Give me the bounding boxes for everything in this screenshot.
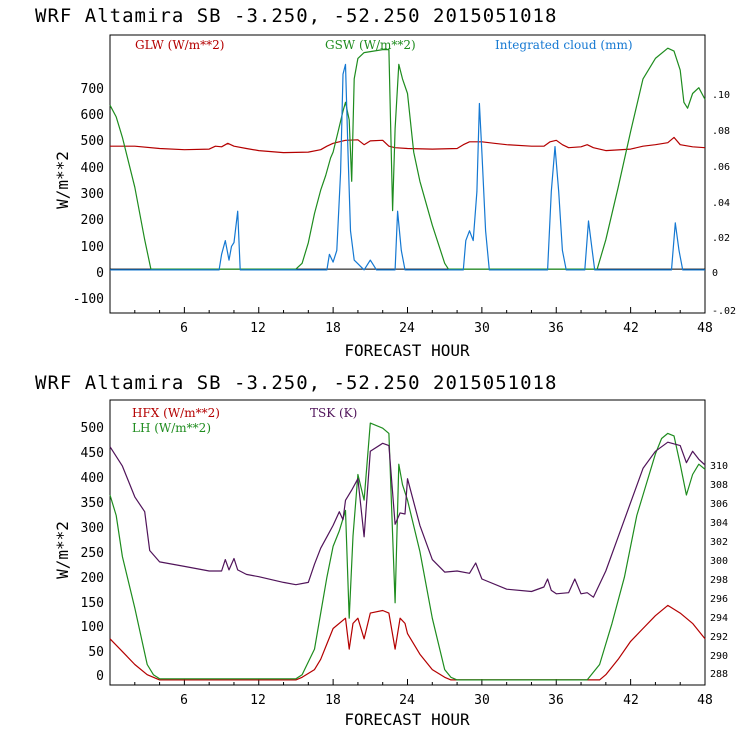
top-plot-frame bbox=[109, 34, 706, 314]
bottom-y2-tick: 288 bbox=[710, 669, 728, 680]
top-y-tick: 200 bbox=[81, 213, 104, 228]
top-y-ticks: -100 0 100 200 300 400 500 600 700 bbox=[73, 82, 104, 307]
series-line-hfx bbox=[109, 604, 706, 681]
top-x-ticks: 6 12 18 24 30 36 42 48 bbox=[180, 321, 713, 336]
bottom-y-tick: 200 bbox=[81, 571, 104, 586]
bottom-x-ticks: 6 12 18 24 30 36 42 48 bbox=[180, 693, 713, 708]
bottom-x-axis-label: FORECAST HOUR bbox=[344, 710, 470, 729]
legend-integrated-cloud: Integrated cloud (mm) bbox=[495, 38, 633, 52]
bottom-y2-tick: 290 bbox=[710, 651, 728, 662]
bottom-x-tick: 24 bbox=[399, 693, 415, 708]
bottom-y2-tick: 298 bbox=[710, 575, 728, 586]
bottom-y-tick: 450 bbox=[81, 446, 104, 461]
bottom-x-tick: 18 bbox=[325, 693, 341, 708]
bottom-y2-tick: 304 bbox=[710, 518, 728, 529]
bottom-y-tick: 50 bbox=[88, 645, 104, 660]
top-y-tick: 500 bbox=[81, 134, 104, 149]
bottom-y2-ticks: 288 290 292 294 296 298 300 302 304 306 … bbox=[710, 461, 728, 680]
bottom-y2-tick: 308 bbox=[710, 480, 728, 491]
legend-gsw: GSW (W/m**2) bbox=[325, 38, 416, 52]
top-x-tick: 24 bbox=[399, 321, 415, 336]
top-y2-tick: .04 bbox=[712, 198, 730, 209]
legend-lh: LH (W/m**2) bbox=[132, 421, 211, 435]
series-line-gsw bbox=[109, 47, 706, 270]
bottom-x-tick: 48 bbox=[697, 693, 713, 708]
top-y-tick: -100 bbox=[73, 292, 104, 307]
bottom-y-tick: 350 bbox=[81, 496, 104, 511]
series-line-tsk bbox=[109, 441, 706, 598]
top-x-tick: 12 bbox=[250, 321, 266, 336]
bottom-y-tick: 400 bbox=[81, 471, 104, 486]
bottom-y2-tick: 310 bbox=[710, 461, 728, 472]
series-line-glw bbox=[110, 136, 706, 154]
series-line-lh bbox=[109, 422, 706, 681]
legend-tsk: TSK (K) bbox=[310, 406, 357, 420]
top-x-axis-label: FORECAST HOUR bbox=[344, 341, 470, 360]
top-y-axis-label: W/m**2 bbox=[53, 151, 72, 209]
top-y-tick: 700 bbox=[81, 82, 104, 97]
bottom-y-tick: 500 bbox=[81, 421, 104, 436]
legend-hfx: HFX (W/m**2) bbox=[132, 406, 220, 420]
bottom-y2-tick: 302 bbox=[710, 537, 728, 548]
top-x-tick: 36 bbox=[548, 321, 564, 336]
bottom-y2-tick: 306 bbox=[710, 499, 728, 510]
top-y-tick: 0 bbox=[96, 266, 104, 281]
bottom-x-tick: 12 bbox=[250, 693, 266, 708]
top-y-tick: 300 bbox=[81, 187, 104, 202]
bottom-y-axis-label: W/m**2 bbox=[53, 521, 72, 579]
bottom-y-tick: 300 bbox=[81, 521, 104, 536]
bottom-x-tick: 42 bbox=[623, 693, 639, 708]
top-x-tick: 18 bbox=[325, 321, 341, 336]
top-y2-tick: .10 bbox=[712, 90, 730, 101]
bottom-y2-tick: 292 bbox=[710, 632, 728, 643]
top-y2-tick: .08 bbox=[712, 126, 730, 137]
top-x-tick: 48 bbox=[697, 321, 713, 336]
bottom-y-ticks: 0 50 100 150 200 250 300 350 400 450 500 bbox=[81, 421, 104, 684]
bottom-y-tick: 100 bbox=[81, 620, 104, 635]
legend-glw: GLW (W/m**2) bbox=[135, 38, 224, 52]
bottom-x-tick: 6 bbox=[180, 693, 188, 708]
bottom-y-tick: 150 bbox=[81, 596, 104, 611]
bottom-x-tick: 30 bbox=[474, 693, 490, 708]
bottom-panel: WRF Altamira SB -3.250, -52.250 20150510… bbox=[35, 372, 728, 729]
bottom-y-tick: 0 bbox=[96, 669, 104, 684]
top-y2-tick: .02 bbox=[712, 233, 730, 244]
bottom-y2-tick: 296 bbox=[710, 594, 728, 605]
top-panel: WRF Altamira SB -3.250, -52.250 20150510… bbox=[35, 5, 736, 360]
top-y2-tick: .06 bbox=[712, 162, 730, 173]
top-chart-title: WRF Altamira SB -3.250, -52.250 20150510… bbox=[35, 5, 557, 27]
bottom-y-tick: 250 bbox=[81, 546, 104, 561]
top-y-tick: 600 bbox=[81, 108, 104, 123]
bottom-chart-title: WRF Altamira SB -3.250, -52.250 20150510… bbox=[35, 372, 557, 394]
bottom-y2-tick: 294 bbox=[710, 613, 728, 624]
top-y2-ticks: -.02 0 .02 .04 .06 .08 .10 bbox=[712, 90, 736, 317]
top-y2-tick: -.02 bbox=[712, 306, 736, 317]
top-y-tick: 100 bbox=[81, 240, 104, 255]
top-y-tick: 400 bbox=[81, 161, 104, 176]
series-line-integrated bbox=[110, 63, 705, 271]
bottom-y2-tick: 300 bbox=[710, 556, 728, 567]
top-x-tick: 6 bbox=[180, 321, 188, 336]
top-y2-tick: 0 bbox=[712, 268, 718, 279]
bottom-x-tick: 36 bbox=[548, 693, 564, 708]
top-x-tick: 30 bbox=[474, 321, 490, 336]
top-x-tick: 42 bbox=[623, 321, 639, 336]
